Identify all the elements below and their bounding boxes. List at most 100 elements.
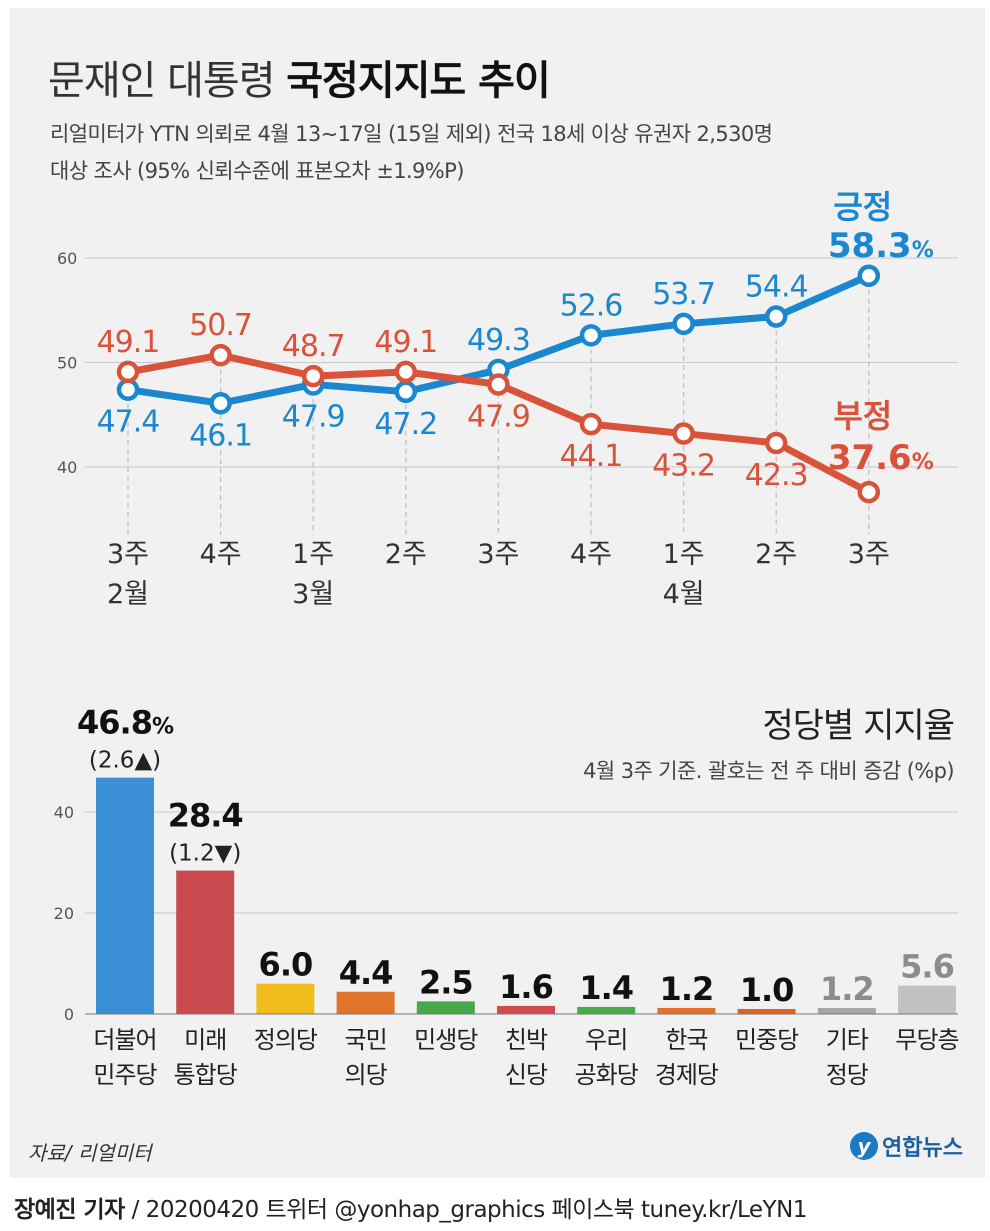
disapprove-point [487, 373, 510, 396]
bar-value-number: 1.0 [740, 971, 794, 1009]
party-name-label: 공화당 [575, 1061, 639, 1089]
bar-value-number: 6.0 [259, 946, 313, 984]
bar [898, 985, 956, 1014]
bar [336, 991, 395, 1014]
disapprove-final-value: 37.6% [828, 438, 934, 478]
approve-value-label: 47.2 [374, 407, 437, 442]
page-title: 문재인 대통령 국정지지도 추이 [48, 48, 551, 106]
bar [256, 983, 315, 1014]
bar [497, 1005, 555, 1014]
bar-value-label: 28.4 [168, 797, 243, 835]
bar [817, 1007, 876, 1014]
bar-value-label: 46.8% [77, 704, 174, 742]
party-name-label: 한국 [665, 1026, 707, 1054]
disapprove-point [301, 364, 325, 388]
bar-value-label: 6.0 [259, 946, 313, 984]
approve-value-label: 47.9 [282, 399, 345, 434]
bar-value-label: 1.4 [579, 969, 633, 1007]
bar [577, 1006, 636, 1014]
bar-value-unit: % [152, 715, 174, 740]
approve-value-label: 49.3 [467, 323, 530, 358]
x-month-label: 3월 [292, 579, 334, 610]
approve-value-label: 46.1 [189, 418, 252, 453]
bar-value-label: 2.5 [419, 963, 473, 1001]
disapprove-value-label: 47.9 [467, 399, 530, 434]
disapprove-value-label: 50.7 [189, 308, 252, 343]
x-week-label: 4주 [570, 539, 612, 570]
y-tick-label: 40 [57, 458, 77, 477]
party-name-label: 경제당 [655, 1061, 719, 1089]
disapprove-final-number: 37.6 [828, 438, 912, 478]
yonhap-logo: y 연합뉴스 [850, 1130, 963, 1162]
y-tick-label: 60 [57, 249, 77, 268]
party-name-label: 우리 [585, 1026, 627, 1054]
party-name-label: 통합당 [174, 1061, 238, 1089]
bar-value-label: 5.6 [900, 948, 954, 986]
bar-value-number: 1.2 [820, 970, 874, 1008]
y-tick-label: 20 [54, 904, 74, 923]
yonhap-logo-name: 연합뉴스 [882, 1136, 963, 1161]
bar [96, 777, 154, 1014]
disapprove-value-label: 43.2 [652, 449, 715, 484]
approval-line-chart: 40 50 60 3주 4주 1주 2주 3주 4주 1주 2주 3주 2월 3월 4월 47.4 46.1 47… [57, 188, 958, 610]
bar-value-number: 1.6 [499, 968, 553, 1006]
bar-value-label: 4.4 [339, 954, 393, 992]
approve-value-label: 53.7 [652, 277, 715, 312]
bar [657, 1007, 716, 1014]
change-down-label: (1.2▼) [169, 841, 241, 867]
disapprove-value-label: 48.7 [282, 329, 345, 364]
bar-value-number: 2.5 [419, 963, 473, 1001]
disapprove-value-label: 44.1 [560, 439, 623, 474]
approve-final-unit: % [912, 238, 934, 263]
x-week-label: 4주 [200, 539, 242, 570]
approve-point [672, 312, 695, 336]
bar-value-label: 1.2 [820, 970, 874, 1008]
party-name-label: 민주당 [93, 1061, 157, 1089]
party-name-label: 정당 [826, 1061, 869, 1089]
party-name-label: 정의당 [254, 1026, 318, 1054]
approve-point [209, 392, 232, 415]
bar-value-number: 46.8 [77, 704, 152, 742]
approve-value-label: 47.4 [97, 405, 160, 440]
disapprove-value-label: 42.3 [745, 458, 808, 493]
approve-point [857, 264, 881, 288]
x-week-label: 3주 [107, 539, 149, 570]
party-name-label: 민중당 [735, 1026, 799, 1054]
disapprove-point [672, 422, 695, 445]
subtitle-line-2: 대상 조사 (95% 신뢰수준에 표본오차 ±1.9%P) [50, 159, 464, 183]
title-light: 문재인 대통령 [48, 58, 287, 104]
disapprove-value-label: 49.1 [97, 325, 160, 360]
credit-line: 장예진 기자 / 20200420 트위터 @yonhap_graphics 페… [14, 1190, 807, 1224]
x-month-label: 2월 [107, 579, 149, 610]
source-note: 자료/ 리얼미터 [28, 1141, 152, 1165]
bar-value-number: 4.4 [339, 954, 393, 992]
approve-point [764, 305, 788, 328]
bar-value-label: 1.6 [499, 968, 553, 1006]
party-name-label: 민생당 [414, 1026, 478, 1054]
x-week-label: 1주 [292, 539, 334, 570]
bar-value-number: 5.6 [900, 948, 954, 986]
credit-links: / 20200420 트위터 @yonhap_graphics 페이스북 tun… [124, 1197, 808, 1223]
party-name-label: 신당 [505, 1061, 548, 1089]
bar [176, 870, 235, 1014]
bar-value-label: 1.0 [740, 971, 794, 1009]
party-name-label: 국민 [345, 1026, 387, 1054]
party-name-label: 무당층 [895, 1026, 958, 1054]
bar-value-number: 1.4 [579, 969, 633, 1007]
disapprove-series-name: 부정 [833, 397, 892, 435]
party-name-label: 더불어 [93, 1026, 156, 1054]
disapprove-point [116, 360, 140, 384]
disapprove-point [394, 360, 418, 384]
bar-chart-title: 정당별 지지율 [762, 706, 955, 746]
disapprove-value-label: 49.1 [374, 325, 437, 360]
party-name-label: 의당 [345, 1061, 388, 1089]
bar [737, 1008, 796, 1014]
approve-final-value: 58.3% [828, 226, 934, 266]
bar-value-label: 1.2 [660, 970, 714, 1008]
party-name-label: 미래 [184, 1026, 226, 1054]
disapprove-final-unit: % [912, 450, 934, 475]
party-name-label: 기타 [826, 1026, 869, 1054]
x-week-label: 3주 [477, 539, 519, 570]
party-name-label: 친박 [505, 1026, 548, 1054]
